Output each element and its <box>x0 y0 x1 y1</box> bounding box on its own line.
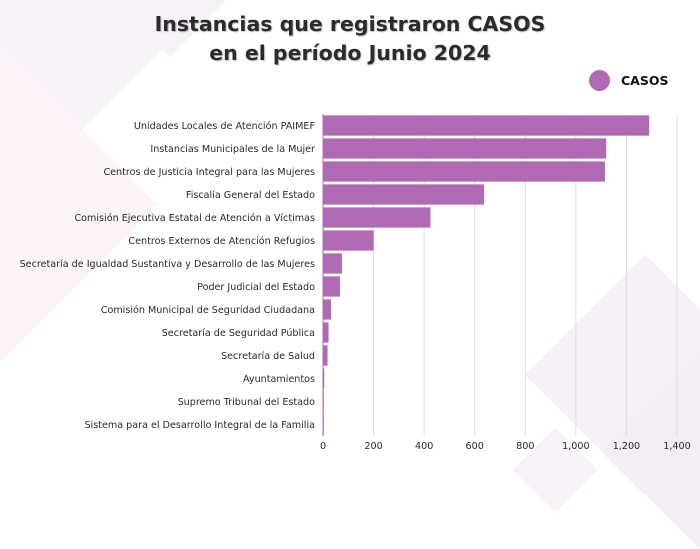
chart-title: Instancias que registraron CASOS en el p… <box>0 10 700 68</box>
category-labels: Unidades Locales de Atención PAIMEF Insta… <box>20 120 316 431</box>
x-tick-label: 600 <box>466 441 484 452</box>
x-tick-label: 1,400 <box>663 441 690 452</box>
legend: CASOS <box>589 70 668 91</box>
bar <box>323 230 374 251</box>
category-label: Ayuntamientos <box>243 374 315 385</box>
bar <box>323 115 650 136</box>
category-label: Fiscalía General del Estado <box>186 189 315 201</box>
bar <box>323 276 340 297</box>
bar <box>323 161 605 182</box>
chart-title-line-2: en el período Junio 2024 <box>209 41 491 65</box>
x-tick-label: 400 <box>415 441 433 452</box>
category-label: Supremo Tribunal del Estado <box>178 397 316 408</box>
bar <box>323 345 328 366</box>
category-label: Centros Externos de Atención Refugios <box>128 235 315 247</box>
category-label: Poder Judicial del Estado <box>197 282 315 293</box>
x-tick-label: 800 <box>516 441 534 452</box>
category-label: Comisión Municipal de Seguridad Ciudadan… <box>101 304 315 316</box>
bar <box>323 322 329 343</box>
category-label: Centros de Justicia Integral para las Mu… <box>103 167 315 178</box>
bar <box>323 299 332 320</box>
category-label: Instancias Municipales de la Mujer <box>150 144 315 155</box>
x-tick-label: 1,200 <box>613 441 640 452</box>
category-label: Unidades Locales de Atención PAIMEF <box>134 120 315 132</box>
category-label: Secretaría de Igualdad Sustantiva y Desa… <box>20 258 315 270</box>
x-tick-label: 200 <box>364 441 382 452</box>
legend-label: CASOS <box>621 73 669 88</box>
bar <box>323 253 342 274</box>
chart-title-line-1: Instancias que registraron CASOS <box>154 12 546 36</box>
legend-swatch <box>589 70 610 91</box>
bars <box>323 115 650 435</box>
x-tick-label: 0 <box>320 441 326 452</box>
category-label: Sistema para el Desarrollo Integral de l… <box>84 420 315 431</box>
category-label: Secretaría de Salud <box>221 350 315 362</box>
bar <box>323 368 325 389</box>
bar <box>323 207 431 228</box>
x-tick-labels: 0 200 400 600 800 1,000 1,200 1,400 <box>320 441 691 452</box>
bar <box>323 138 607 159</box>
bar <box>323 184 485 205</box>
category-label: Secretaría de Seguridad Pública <box>162 327 315 339</box>
x-tick-label: 1,000 <box>562 441 589 452</box>
bar-chart: Unidades Locales de Atención PAIMEF Insta… <box>20 114 691 452</box>
category-label: Comisión Ejecutiva Estatal de Atención a… <box>74 212 315 224</box>
